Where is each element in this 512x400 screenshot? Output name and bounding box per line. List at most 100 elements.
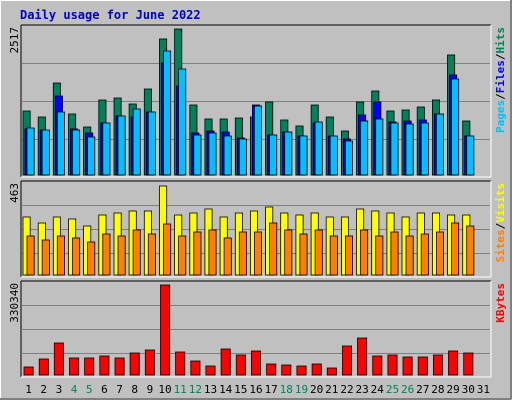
- bar-sites-day-22: [344, 235, 353, 276]
- bar-kbytes-day-25: [387, 354, 398, 376]
- bar-pages-day-9: [147, 111, 156, 176]
- bar-kbytes-day-11: [175, 351, 186, 376]
- day-label-2: 2: [40, 383, 47, 396]
- bar-pages-day-29: [451, 78, 460, 176]
- day-label-26: 26: [401, 383, 414, 396]
- bar-pages-day-1: [26, 127, 35, 176]
- bar-pages-day-19: [299, 135, 308, 176]
- bar-sites-day-19: [299, 233, 308, 276]
- chart-title: Daily usage for June 2022: [20, 8, 201, 22]
- bar-kbytes-day-26: [402, 356, 413, 376]
- day-label-10: 10: [158, 383, 171, 396]
- bar-sites-day-3: [56, 235, 65, 276]
- bar-pages-day-27: [420, 122, 429, 176]
- bar-sites-day-15: [238, 231, 247, 276]
- bar-kbytes-day-30: [463, 352, 474, 376]
- bar-pages-day-18: [284, 131, 293, 176]
- day-label-22: 22: [340, 383, 353, 396]
- bar-sites-day-20: [314, 229, 323, 276]
- legend-entry: Hits: [494, 27, 507, 54]
- legend-entry: /: [494, 93, 507, 100]
- panel-legend: Sites/Visits: [494, 183, 507, 263]
- panel-legend: KBytes: [494, 283, 507, 323]
- bar-pages-day-5: [87, 136, 96, 176]
- day-label-19: 19: [295, 383, 308, 396]
- day-label-11: 11: [174, 383, 187, 396]
- bar-sites-day-1: [26, 235, 35, 276]
- legend-entry: Pages: [494, 100, 507, 133]
- bar-kbytes-day-29: [448, 350, 459, 376]
- day-label-28: 28: [431, 383, 444, 396]
- bar-kbytes-day-17: [266, 363, 277, 376]
- day-label-25: 25: [386, 383, 399, 396]
- bar-pages-day-24: [375, 118, 384, 176]
- day-label-30: 30: [462, 383, 475, 396]
- panel-kbytes: 330340 KBytes: [8, 280, 507, 378]
- day-label-15: 15: [234, 383, 247, 396]
- bar-sites-day-28: [435, 231, 444, 276]
- bar-kbytes-day-6: [99, 355, 110, 376]
- bar-pages-day-30: [466, 135, 475, 176]
- bar-kbytes-day-1: [23, 366, 34, 376]
- bar-pages-day-14: [223, 135, 232, 176]
- bar-pages-day-26: [405, 123, 414, 176]
- panel-legend: Pages/Files/Hits: [494, 27, 507, 133]
- bar-pages-day-16: [253, 105, 262, 176]
- bar-pages-day-6: [102, 122, 111, 176]
- bar-pages-day-15: [238, 138, 247, 176]
- day-label-8: 8: [131, 383, 138, 396]
- day-label-27: 27: [416, 383, 429, 396]
- bar-sites-day-4: [72, 237, 81, 276]
- bar-pages-day-22: [344, 140, 353, 176]
- bar-kbytes-day-13: [205, 365, 216, 376]
- bar-pages-day-21: [329, 135, 338, 176]
- day-label-7: 7: [116, 383, 123, 396]
- bar-sites-day-11: [178, 235, 187, 276]
- bar-kbytes-day-22: [341, 345, 352, 376]
- bar-kbytes-day-3: [53, 342, 64, 376]
- bar-kbytes-day-15: [235, 354, 246, 376]
- day-label-6: 6: [101, 383, 108, 396]
- day-label-23: 23: [355, 383, 368, 396]
- day-label-21: 21: [325, 383, 338, 396]
- legend-entry: KBytes: [494, 283, 507, 323]
- day-label-4: 4: [71, 383, 78, 396]
- bar-kbytes-day-9: [144, 349, 155, 376]
- bar-pages-day-3: [56, 111, 65, 176]
- panel-max-label: 2517: [8, 27, 21, 54]
- bar-sites-day-9: [147, 233, 156, 276]
- bar-pages-day-20: [314, 121, 323, 176]
- bar-sites-day-30: [466, 225, 475, 276]
- legend-entry: Visits: [494, 183, 507, 223]
- bar-pages-day-23: [360, 120, 369, 176]
- bar-kbytes-day-18: [281, 364, 292, 376]
- day-label-14: 14: [219, 383, 233, 396]
- bar-kbytes-day-24: [372, 355, 383, 376]
- bar-sites-day-17: [269, 222, 278, 276]
- day-label-24: 24: [371, 383, 385, 396]
- x-axis-day-labels: 1 2 3 4 5 6 7 8 9 10 11 12 13 14 15 16 17 18 19 20 21 22 23 24 2…: [25, 383, 490, 396]
- bar-pages-day-25: [390, 122, 399, 176]
- bar-pages-day-10: [163, 50, 172, 176]
- panel-max-label: 330340: [8, 283, 21, 323]
- day-label-12: 12: [189, 383, 202, 396]
- day-label-5: 5: [86, 383, 93, 396]
- bar-kbytes-day-8: [129, 352, 140, 376]
- bar-kbytes-day-5: [84, 357, 95, 376]
- day-label-3: 3: [56, 383, 63, 396]
- bar-pages-day-17: [269, 134, 278, 176]
- bar-sites-day-10: [163, 223, 172, 276]
- day-label-18: 18: [280, 383, 293, 396]
- bar-kbytes-day-16: [250, 350, 261, 376]
- bar-pages-day-28: [435, 113, 444, 176]
- bar-kbytes-day-27: [417, 356, 428, 376]
- panel-max-label: 463: [8, 183, 21, 203]
- bar-kbytes-day-10: [160, 284, 171, 376]
- bar-kbytes-day-23: [357, 337, 368, 376]
- bar-kbytes-day-7: [114, 357, 125, 376]
- bar-kbytes-day-12: [190, 360, 201, 376]
- bar-sites-day-26: [405, 235, 414, 276]
- day-label-13: 13: [204, 383, 217, 396]
- day-label-17: 17: [265, 383, 278, 396]
- bar-sites-day-18: [284, 229, 293, 276]
